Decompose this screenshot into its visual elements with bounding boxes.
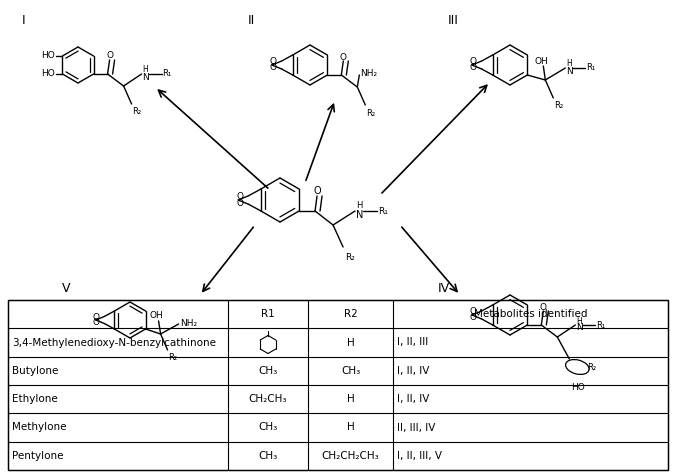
Text: R1: R1 <box>261 309 275 319</box>
Text: R₁: R₁ <box>378 207 388 216</box>
Text: N: N <box>143 72 149 81</box>
Text: R2: R2 <box>343 309 358 319</box>
Text: I, II, IV: I, II, IV <box>397 394 429 404</box>
Text: H: H <box>347 394 354 404</box>
Text: Methylone: Methylone <box>12 423 66 433</box>
Text: N: N <box>356 210 364 220</box>
Text: H: H <box>347 423 354 433</box>
Text: R₁: R₁ <box>596 320 606 329</box>
Text: O: O <box>93 313 99 322</box>
Text: I, II, III, V: I, II, III, V <box>397 451 442 461</box>
Text: Metabolites identified: Metabolites identified <box>474 309 587 319</box>
Text: O: O <box>470 58 477 67</box>
Text: Butylone: Butylone <box>12 366 58 376</box>
Text: O: O <box>93 318 99 327</box>
Text: I: I <box>22 13 26 27</box>
Text: O: O <box>313 186 321 196</box>
Text: O: O <box>340 52 347 61</box>
Text: HO: HO <box>41 69 54 79</box>
Text: N: N <box>577 324 583 333</box>
Text: H: H <box>347 337 354 347</box>
Text: II: II <box>248 13 256 27</box>
Text: V: V <box>62 281 70 295</box>
Text: O: O <box>470 307 477 317</box>
Text: OH: OH <box>535 57 548 66</box>
Text: R₁: R₁ <box>586 63 596 72</box>
Text: HO: HO <box>571 383 585 391</box>
Text: Pentylone: Pentylone <box>12 451 64 461</box>
Text: H: H <box>356 201 362 210</box>
Text: HO: HO <box>41 51 54 60</box>
Text: CH₂CH₃: CH₂CH₃ <box>249 394 287 404</box>
Text: H: H <box>577 317 582 326</box>
Text: NH₂: NH₂ <box>360 69 377 78</box>
Text: H: H <box>143 66 148 75</box>
Text: O: O <box>470 63 477 72</box>
Text: NH₂: NH₂ <box>180 319 197 328</box>
Text: IV: IV <box>438 281 450 295</box>
Text: O: O <box>270 58 276 67</box>
Text: I, II, III: I, II, III <box>397 337 429 347</box>
Text: Ethylone: Ethylone <box>12 394 57 404</box>
Text: CH₂CH₂CH₃: CH₂CH₂CH₃ <box>322 451 379 461</box>
Text: H: H <box>566 60 572 69</box>
Text: R₂: R₂ <box>168 353 178 361</box>
Text: 3,4-Methylenedioxy-N-benzylcathinone: 3,4-Methylenedioxy-N-benzylcathinone <box>12 337 216 347</box>
Text: CH₃: CH₃ <box>341 366 360 376</box>
Text: R₂: R₂ <box>132 108 142 117</box>
Text: R₂: R₂ <box>554 101 563 110</box>
Text: R₂: R₂ <box>366 109 375 118</box>
Text: O: O <box>270 63 276 72</box>
Text: R₁: R₁ <box>163 69 172 79</box>
Text: R₂: R₂ <box>587 363 596 371</box>
Text: O: O <box>237 199 244 208</box>
Text: O: O <box>106 51 113 60</box>
Text: O: O <box>237 192 244 201</box>
Text: R₂: R₂ <box>345 252 355 261</box>
Text: II, III, IV: II, III, IV <box>397 423 435 433</box>
Text: I, II, IV: I, II, IV <box>397 366 429 376</box>
Text: OH: OH <box>149 311 164 320</box>
Text: N: N <box>566 67 573 76</box>
Bar <box>8 300 668 470</box>
Text: CH₃: CH₃ <box>258 423 278 433</box>
Text: O: O <box>470 314 477 323</box>
Text: CH₃: CH₃ <box>258 366 278 376</box>
Text: III: III <box>448 13 459 27</box>
Text: CH₃: CH₃ <box>258 451 278 461</box>
Text: O: O <box>540 303 547 311</box>
